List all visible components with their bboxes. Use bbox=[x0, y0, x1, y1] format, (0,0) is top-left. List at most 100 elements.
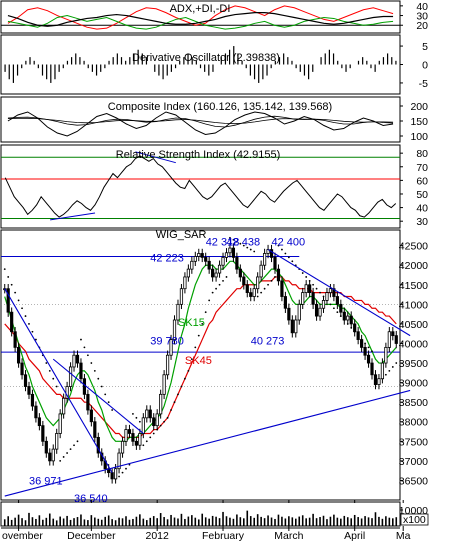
sar-dot bbox=[329, 303, 332, 306]
x-axis-label: December bbox=[67, 530, 116, 542]
rsi-divergence-top bbox=[135, 151, 176, 164]
sar-dot bbox=[17, 299, 20, 302]
sar-dot bbox=[21, 307, 23, 310]
rsi-divergence-bottom bbox=[50, 212, 96, 221]
price-candle bbox=[179, 288, 184, 305]
price-candle bbox=[360, 339, 364, 348]
price-candle bbox=[387, 331, 391, 348]
sar-dot bbox=[256, 295, 259, 298]
price-candle bbox=[10, 311, 14, 333]
sar-dot bbox=[107, 401, 110, 404]
sar-dot bbox=[239, 242, 242, 245]
price-candle bbox=[263, 253, 267, 266]
price-candle bbox=[114, 468, 118, 480]
sar-dot bbox=[315, 287, 318, 290]
price-candle bbox=[134, 440, 138, 446]
sar-dot bbox=[132, 413, 134, 415]
price-candle bbox=[68, 366, 73, 387]
x-axis-label: February bbox=[202, 530, 245, 542]
price-annotation: 42 223 bbox=[150, 252, 184, 264]
price-candle bbox=[394, 335, 398, 344]
price-candle bbox=[231, 247, 236, 258]
price-candle bbox=[6, 288, 10, 313]
sar-dot bbox=[111, 409, 114, 411]
sar-dot bbox=[312, 283, 315, 286]
price-candle bbox=[318, 307, 322, 317]
sar-dot bbox=[277, 244, 280, 247]
price-candle bbox=[366, 354, 371, 364]
y-tick-label: 50 bbox=[416, 189, 428, 201]
price-candle bbox=[207, 260, 211, 270]
sar-dot bbox=[225, 276, 228, 278]
sar-dot bbox=[138, 420, 141, 423]
sar-dot bbox=[7, 276, 10, 278]
price-candle bbox=[44, 440, 48, 454]
price-candle bbox=[224, 252, 229, 258]
price-candle bbox=[228, 247, 232, 254]
x-axis-label: ovember bbox=[2, 530, 43, 542]
y-tick-label: 37500 bbox=[399, 436, 428, 448]
y-tick-label: 20 bbox=[416, 20, 428, 32]
y-tick-label: 39000 bbox=[399, 378, 428, 390]
sar-dot bbox=[336, 311, 339, 314]
price-candle bbox=[256, 276, 260, 290]
sar-dot bbox=[301, 272, 304, 274]
sar-dot bbox=[166, 416, 169, 419]
y-tick-label: 70 bbox=[416, 162, 428, 174]
y-tick-label: 40500 bbox=[399, 319, 428, 331]
price-candle bbox=[308, 284, 312, 294]
sar-dot bbox=[31, 330, 34, 333]
sk15-label: SK15 bbox=[178, 317, 205, 329]
sar-dot bbox=[384, 373, 387, 376]
price-candle bbox=[269, 249, 274, 258]
sar-dot bbox=[48, 369, 51, 372]
trendline bbox=[52, 358, 144, 434]
price-candle bbox=[217, 264, 222, 274]
sar-dot bbox=[118, 475, 120, 478]
volume-unit-label: x100 bbox=[403, 514, 426, 526]
sar-dot bbox=[388, 369, 391, 372]
sar-dot bbox=[305, 276, 308, 278]
y-tick-label: 38000 bbox=[399, 417, 428, 429]
sar-dot bbox=[97, 377, 100, 380]
sar-dot bbox=[242, 244, 245, 247]
price-candle bbox=[356, 331, 360, 340]
price-candle bbox=[325, 292, 329, 301]
panel-frame-4 bbox=[0, 229, 401, 501]
sar-dot bbox=[211, 291, 214, 294]
sar-dot bbox=[55, 385, 58, 388]
price-candle bbox=[82, 378, 87, 395]
price-candle bbox=[16, 346, 21, 364]
sar-dot bbox=[121, 471, 124, 474]
sar-dot bbox=[28, 323, 30, 325]
sar-dot bbox=[332, 307, 335, 310]
sar-dot bbox=[59, 459, 62, 462]
x-axis-label: 2012 bbox=[146, 530, 170, 542]
y-tick-label: 200 bbox=[410, 101, 428, 113]
y-tick-label: 37000 bbox=[399, 456, 428, 468]
trendline bbox=[4, 389, 411, 497]
sar-dot bbox=[197, 334, 200, 337]
sar-dot bbox=[229, 236, 231, 239]
price-candle bbox=[245, 284, 249, 294]
sar-dot bbox=[246, 246, 249, 249]
price-candle bbox=[259, 264, 263, 278]
composite-avg-fast bbox=[7, 115, 394, 128]
sar-dot bbox=[52, 377, 55, 380]
sar-dot bbox=[90, 362, 93, 364]
price-candle bbox=[349, 315, 353, 325]
panel-title: Relative Strength Index (42.9155) bbox=[116, 149, 281, 161]
sar-dot bbox=[66, 452, 69, 454]
x-axis-label: March bbox=[274, 530, 303, 542]
price-candle bbox=[311, 292, 315, 305]
price-candle bbox=[304, 284, 308, 294]
price-candle bbox=[294, 319, 298, 334]
y-tick-label: 60 bbox=[416, 175, 428, 187]
price-candle bbox=[37, 417, 41, 427]
sar-dot bbox=[10, 283, 13, 286]
price-candle bbox=[339, 303, 343, 313]
y-tick-label: 36500 bbox=[399, 475, 428, 487]
price-candle bbox=[332, 288, 336, 297]
sar-dot bbox=[62, 456, 65, 458]
